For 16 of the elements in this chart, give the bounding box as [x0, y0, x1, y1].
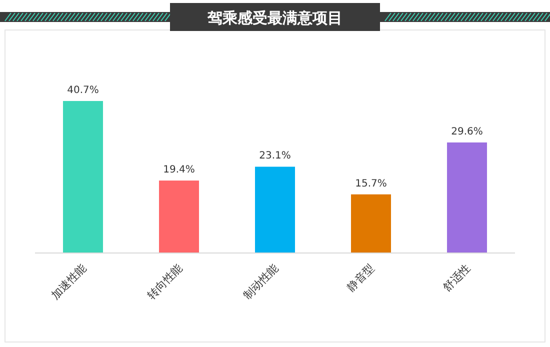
x-tick-label: 转向性能: [144, 262, 186, 302]
bar: [447, 142, 487, 253]
x-tick-label: 加速性能: [48, 262, 90, 302]
bar: [63, 101, 103, 253]
bar: [159, 180, 199, 253]
bar: [255, 166, 295, 253]
data-label: 15.7%: [355, 178, 387, 190]
data-label: 19.4%: [163, 164, 195, 176]
x-tick-label: 舒适性: [440, 262, 474, 294]
data-label: 29.6%: [451, 126, 483, 138]
data-label: 23.1%: [259, 150, 291, 162]
x-tick-label: 静音型: [344, 262, 378, 294]
chart-title: 驾乘感受最满意项目: [206, 9, 342, 27]
data-label: 40.7%: [67, 85, 99, 96]
bar: [351, 194, 391, 253]
x-tick-label: 制动性能: [240, 262, 282, 302]
